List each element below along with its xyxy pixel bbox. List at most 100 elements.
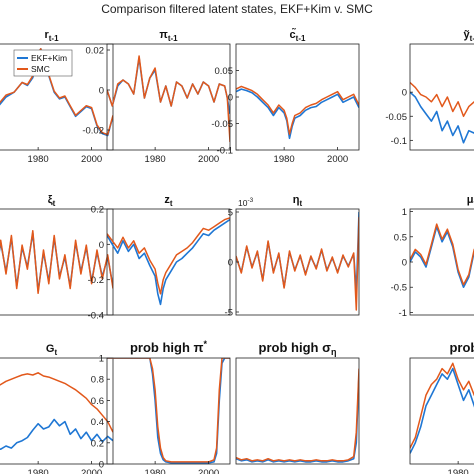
y-tick-label: 1: [402, 207, 407, 218]
y-tick-label: 1: [99, 354, 104, 365]
panel-title-main: ξ: [48, 194, 53, 206]
axes-box: [409, 357, 474, 465]
y-tick-label: 0.2: [91, 205, 104, 216]
y-tick-label: 0: [402, 88, 407, 99]
x-tick-label: 2000: [198, 468, 219, 474]
panel-2: 1980 2000 0.05 0 -0.05 -0.1 c̃t-1: [211, 28, 360, 165]
panel-series-group: [410, 81, 474, 144]
series-line-ekf: [236, 211, 359, 293]
panel-title-main: π: [159, 29, 168, 41]
series-line-smc: [410, 362, 474, 449]
panel-title: zt: [164, 194, 173, 208]
panel-series-group: [410, 362, 474, 454]
series-line-smc: [236, 216, 359, 311]
legend-label: EKF+Kim: [31, 53, 67, 63]
series-line-ekf: [0, 418, 113, 451]
x-tick-label: 1980: [448, 468, 469, 474]
panel-title-main: G: [46, 343, 55, 355]
panel-title-main: c̃: [290, 28, 296, 41]
exponent-label: 10-3: [238, 197, 254, 208]
panel-title: ξt: [48, 194, 56, 208]
panel-title-sub: t: [170, 199, 173, 208]
y-tick-label: 0: [228, 93, 233, 104]
panel-title-sup: *: [203, 339, 207, 349]
panel-title-sub: t: [54, 348, 57, 357]
y-tick-label: 0.02: [86, 46, 105, 57]
series-line-smc: [0, 372, 113, 433]
y-tick-label: 0.05: [215, 66, 234, 77]
x-tick-label: 1980: [274, 154, 295, 165]
panel-series-group: [107, 217, 230, 306]
panel-title: μt: [467, 194, 474, 208]
exponent-sup: -3: [247, 197, 253, 204]
y-tick-label: -0.05: [211, 119, 233, 130]
panel-series-group: [0, 372, 113, 451]
x-tick-label: 2000: [327, 154, 348, 165]
panel-title: prob high π*: [130, 339, 208, 355]
legend-label: SMC: [31, 64, 50, 74]
panel-1: 1980 2000 0.02 0 -0.02 πt-1: [82, 29, 231, 165]
panel-title-main: prob high π: [130, 340, 204, 355]
series-line-smc: [236, 85, 359, 135]
series-line-ekf: [410, 91, 474, 144]
y-tick-label: -0.5: [391, 283, 407, 294]
panel-title: c̃t-1: [290, 28, 306, 43]
panel-3: 0 -0.05 -0.1 ỹt-1: [385, 29, 474, 151]
x-tick-label: 2000: [81, 154, 102, 165]
y-tick-label: 0: [99, 240, 104, 251]
series-line-smc: [0, 48, 113, 136]
y-tick-label: -5: [225, 308, 233, 319]
panel-title-sub: t-1: [49, 34, 59, 43]
y-tick-label: -0.2: [88, 275, 104, 286]
series-line-ekf: [107, 218, 230, 306]
panel-title-sub: t: [53, 199, 56, 208]
panel-series-group: [236, 211, 359, 311]
axes-box: [0, 208, 114, 316]
panel-title: πt-1: [159, 29, 178, 43]
x-tick-label: 2000: [81, 468, 102, 474]
series-line-smc: [0, 229, 113, 295]
y-tick-label: -0.02: [82, 126, 104, 137]
panel-7: 1 0.5 0 -0.5 -1 μt: [391, 194, 474, 319]
y-tick-label: 0.2: [91, 438, 104, 449]
axes-box: [409, 43, 474, 151]
panel-title-main: ỹ: [464, 29, 471, 41]
axes-box: [409, 208, 474, 316]
axes-box: [0, 357, 114, 465]
panel-10: prob high ση: [235, 340, 360, 465]
panel-title-main: η: [293, 194, 300, 206]
panel-series-group: [410, 223, 474, 289]
series-line-smc: [107, 55, 230, 143]
series-line-ekf: [236, 88, 359, 140]
panel-4: ξt: [0, 194, 114, 316]
y-tick-label: 0: [228, 258, 233, 269]
panel-title: prob high ση: [259, 340, 337, 357]
series-line-ekf: [107, 358, 230, 464]
panel-title: rt-1: [44, 29, 59, 43]
axes-box: [106, 43, 231, 151]
panel-series-group: [107, 358, 230, 464]
y-tick-label: 0.5: [394, 232, 407, 243]
x-tick-label: 1980: [145, 468, 166, 474]
panel-9: 1980 2000 1 0.8 0.6 0.4 0.2 0 prob high π*: [91, 339, 231, 474]
axes-box: [106, 357, 231, 465]
y-tick-label: 0: [99, 86, 104, 97]
series-line-ekf: [410, 367, 474, 454]
y-tick-label: 0: [99, 460, 104, 471]
y-tick-label: -0.1: [217, 146, 233, 157]
panel-5: 0.2 0 -0.2 -0.4 zt: [88, 194, 231, 322]
panel-series-group: [0, 47, 113, 137]
x-tick-label: 1980: [28, 468, 49, 474]
series-line-smc: [410, 223, 474, 286]
series-line-smc: [107, 217, 230, 295]
axes-box: [235, 357, 360, 465]
panel-6: 5 0 -5 10-3 ηt: [225, 194, 360, 319]
panel-title: ηt: [293, 194, 303, 208]
panel-title: prob hi: [449, 340, 474, 355]
series-line-ekf: [107, 57, 230, 115]
panel-series-group: [236, 85, 359, 140]
panel-8: 1980 2000 Gt: [0, 343, 114, 474]
